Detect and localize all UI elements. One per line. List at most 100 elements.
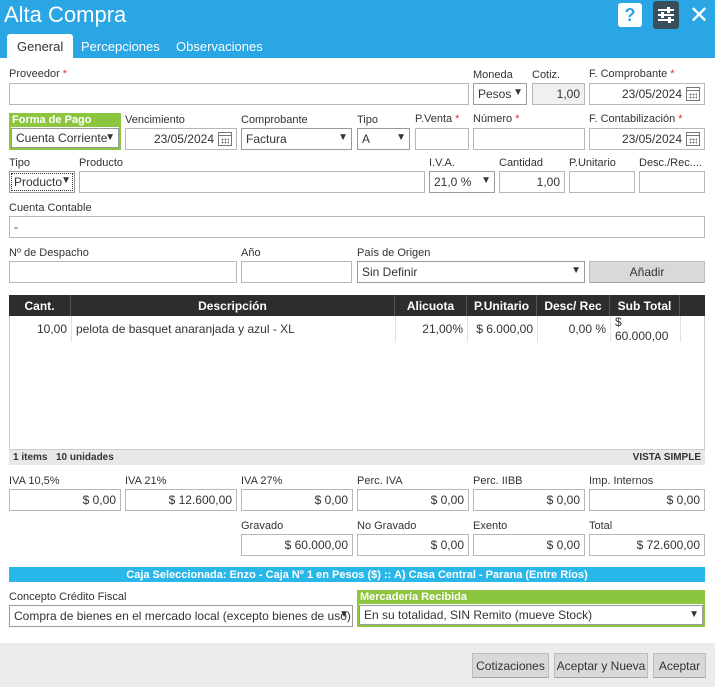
tipo-label: Tipo	[357, 114, 378, 126]
anio-input[interactable]	[241, 261, 352, 283]
chevron-down-icon: ▼	[105, 132, 115, 143]
comprobante-label: Comprobante	[241, 114, 308, 126]
cell-subtotal: $ 60.000,00	[611, 315, 681, 343]
col-descripcion[interactable]: Descripción	[71, 295, 395, 316]
concepto-credito-select[interactable]: Compra de bienes en el mercado local (ex…	[9, 605, 353, 627]
items-count: 1 items	[13, 452, 48, 463]
p-venta-label: P.Venta *	[415, 113, 460, 125]
tab-observaciones[interactable]: Observaciones	[176, 38, 263, 54]
desc-rec-label: Desc./Rec....	[639, 157, 702, 169]
accept-button[interactable]: Aceptar	[653, 653, 706, 678]
comprobante-select[interactable]: Factura ▼	[241, 128, 352, 150]
perc-iva-label: Perc. IVA	[357, 475, 403, 487]
imp-internos-value: $ 0,00	[589, 489, 705, 511]
numero-label: Número *	[473, 113, 520, 125]
accept-and-new-button[interactable]: Aceptar y Nueva	[554, 653, 648, 678]
pais-origen-label: País de Origen	[357, 247, 431, 259]
forma-pago-label: Forma de Pago	[9, 113, 121, 127]
moneda-label: Moneda	[473, 69, 513, 81]
f-comprobante-input[interactable]: 23/05/2024	[589, 83, 705, 105]
perc-iibb-label: Perc. IIBB	[473, 475, 523, 487]
cuenta-contable-label: Cuenta Contable	[9, 202, 92, 214]
tipo-select[interactable]: A ▼	[357, 128, 410, 150]
grid-footer: 1 items 10 unidades VISTA SIMPLE	[9, 450, 705, 465]
total-value: $ 72.600,00	[589, 534, 705, 556]
p-unitario-input[interactable]	[569, 171, 635, 193]
chevron-down-icon: ▼	[61, 175, 71, 186]
col-desc-rec[interactable]: Desc/ Rec	[537, 295, 610, 316]
perc-iva-value: $ 0,00	[357, 489, 469, 511]
anio-label: Año	[241, 247, 261, 259]
exento-value: $ 0,00	[473, 534, 585, 556]
tab-percepciones[interactable]: Percepciones	[81, 38, 160, 54]
iva21-label: IVA 21%	[125, 475, 167, 487]
grid-header: Cant. Descripción Alicuota P.Unitario De…	[9, 295, 705, 316]
units-count: 10 unidades	[56, 452, 114, 463]
desc-rec-input[interactable]	[639, 171, 705, 193]
producto-label: Producto	[79, 157, 124, 169]
concepto-credito-label: Concepto Crédito Fiscal	[9, 591, 127, 603]
forma-pago-select[interactable]: Cuenta Corriente ▼	[11, 128, 119, 148]
chevron-down-icon: ▼	[396, 132, 406, 143]
tab-general[interactable]: General	[7, 34, 74, 58]
exento-label: Exento	[473, 520, 508, 532]
proveedor-input[interactable]	[9, 83, 469, 105]
caja-selected-bar[interactable]: Caja Seleccionada: Enzo - Caja Nº 1 en P…	[9, 567, 705, 582]
cuenta-contable-input[interactable]: -	[9, 216, 705, 238]
cell-desc: 0,00 %	[538, 316, 611, 342]
help-button[interactable]: ?	[618, 3, 642, 27]
view-mode-toggle[interactable]: VISTA SIMPLE	[632, 452, 701, 463]
iva-label: I.V.A.	[429, 157, 455, 169]
tipo-producto-select[interactable]: Producto ▼	[9, 171, 75, 193]
perc-iibb-value: $ 0,00	[473, 489, 585, 511]
gravado-value: $ 60.000,00	[241, 534, 353, 556]
cantidad-input[interactable]: 1,00	[499, 171, 565, 193]
chevron-down-icon: ▼	[338, 132, 348, 143]
moneda-select[interactable]: Pesos ▼	[473, 83, 527, 105]
col-subtotal[interactable]: Sub Total	[610, 295, 680, 316]
calendar-icon[interactable]	[686, 132, 700, 146]
cotiz-label: Cotiz.	[532, 69, 561, 81]
vencimiento-input[interactable]: 23/05/2024	[125, 128, 237, 150]
chevron-down-icon: ▼	[481, 175, 491, 186]
sliders-icon	[658, 7, 674, 23]
nro-despacho-input[interactable]	[9, 261, 237, 283]
proveedor-label: Proveedor *	[9, 68, 68, 80]
close-button[interactable]: ✕	[686, 2, 712, 29]
cell-descripcion: pelota de basquet anaranjada y azul - XL	[72, 316, 396, 342]
f-contabilizacion-label: F. Contabilización *	[589, 113, 683, 125]
calendar-icon[interactable]	[686, 87, 700, 101]
table-row[interactable]: 10,00 pelota de basquet anaranjada y azu…	[10, 315, 704, 343]
cotizaciones-button[interactable]: Cotizaciones	[472, 653, 549, 678]
f-contabilizacion-input[interactable]: 23/05/2024	[589, 128, 705, 150]
iva-select[interactable]: 21,0 % ▼	[429, 171, 495, 193]
mercaderia-select[interactable]: En su totalidad, SIN Remito (mueve Stock…	[359, 605, 703, 625]
iva105-label: IVA 10,5%	[9, 475, 60, 487]
calendar-icon[interactable]	[218, 132, 232, 146]
nro-despacho-label: Nº de Despacho	[9, 247, 89, 259]
chevron-down-icon: ▼	[689, 609, 699, 620]
numero-input[interactable]	[473, 128, 585, 150]
items-grid: 10,00 pelota de basquet anaranjada y azu…	[9, 315, 705, 450]
help-icon: ?	[624, 4, 636, 25]
iva27-value: $ 0,00	[241, 489, 353, 511]
cell-alicuota: 21,00%	[396, 316, 468, 342]
iva105-value: $ 0,00	[9, 489, 121, 511]
imp-internos-label: Imp. Internos	[589, 475, 654, 487]
vencimiento-label: Vencimiento	[125, 114, 185, 126]
add-item-button[interactable]: Añadir	[589, 261, 705, 283]
mercaderia-label: Mercadería Recibida	[357, 590, 705, 604]
col-unitario[interactable]: P.Unitario	[467, 295, 537, 316]
no-gravado-label: No Gravado	[357, 520, 417, 532]
chevron-down-icon: ▼	[571, 265, 581, 276]
col-alicuota[interactable]: Alicuota	[395, 295, 467, 316]
f-comprobante-label: F. Comprobante *	[589, 68, 675, 80]
cotiz-input[interactable]: 1,00	[532, 83, 585, 105]
col-cant[interactable]: Cant.	[9, 295, 71, 316]
producto-input[interactable]	[79, 171, 425, 193]
p-venta-input[interactable]	[415, 128, 469, 150]
total-label: Total	[589, 520, 613, 532]
window-title: Alta Compra	[4, 2, 127, 27]
settings-button[interactable]	[653, 1, 679, 29]
pais-origen-select[interactable]: Sin Definir ▼	[357, 261, 585, 283]
